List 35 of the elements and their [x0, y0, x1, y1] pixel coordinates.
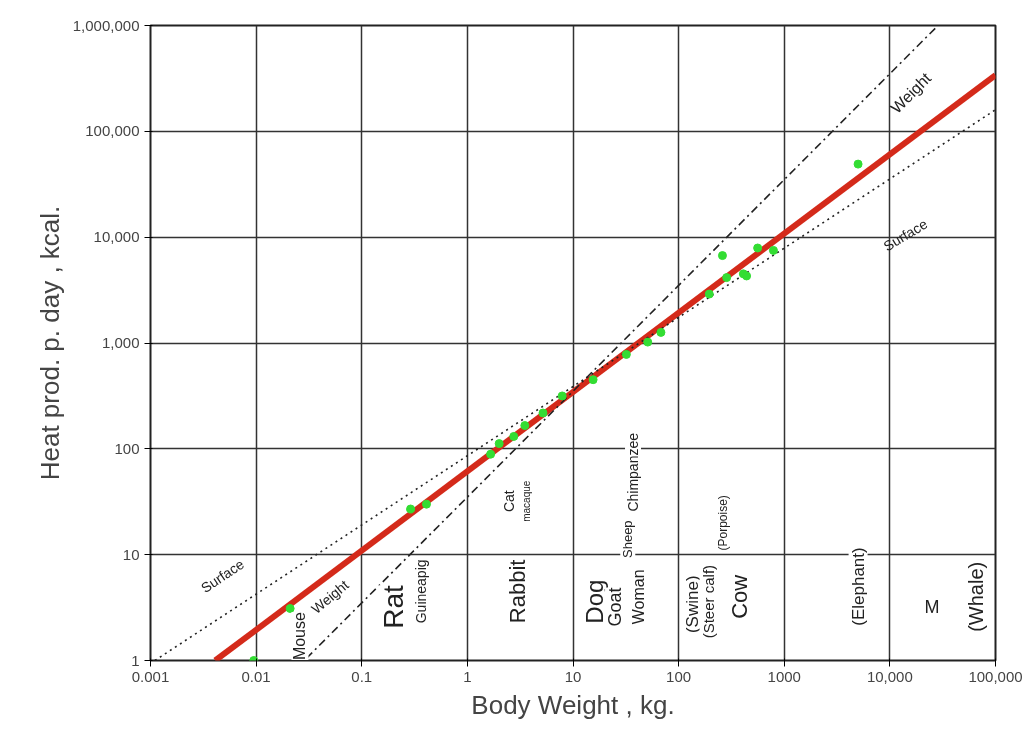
annotation: Rabbit: [505, 559, 531, 624]
y-tick-label: 10: [122, 545, 140, 563]
annotation: (Whale): [964, 561, 987, 632]
y-tick-label: 1: [131, 651, 140, 669]
annotation: (Swine): [682, 575, 702, 634]
x-axis-title: Body Weight , kg.: [471, 689, 675, 720]
x-tick-label: 10,000: [866, 667, 913, 685]
annotation: Cat: [501, 490, 518, 513]
x-tick-label: 0.1: [351, 667, 373, 685]
x-tick-label: 0.001: [131, 667, 170, 685]
y-tick-label: 1,000,000: [72, 16, 140, 34]
annotation: Woman: [630, 569, 648, 625]
annotation: Goat: [605, 587, 626, 627]
y-tick-label: 100: [114, 439, 140, 457]
annotation: Sheep: [620, 520, 636, 558]
annotation: Cow: [727, 574, 753, 619]
annotation: Rat: [378, 585, 410, 629]
x-tick-label: 1: [463, 667, 472, 685]
annotation: (Porpoise): [716, 495, 731, 551]
y-tick-label: 100,000: [85, 122, 140, 140]
annotation: (Steer calf): [699, 564, 717, 639]
annotation: Chimpanzee: [625, 432, 642, 512]
x-tick-label: 0.01: [241, 667, 271, 685]
x-tick-label: 100: [666, 667, 692, 685]
annotation: Mouse: [291, 612, 309, 661]
annotation: Guineapig: [412, 559, 429, 624]
y-tick-label: 10,000: [93, 228, 140, 246]
y-tick-label: 1,000: [101, 334, 140, 351]
x-tick-label: 100,000: [968, 667, 1023, 685]
annotation: (Elephant): [848, 547, 868, 626]
annotation: macaque: [520, 480, 532, 522]
x-tick-label: 10: [564, 667, 582, 685]
x-tick-label: 1000: [767, 667, 801, 685]
annotation: M: [924, 597, 940, 618]
y-axis-title: Heat prod. p. day , kcal.: [34, 205, 65, 481]
